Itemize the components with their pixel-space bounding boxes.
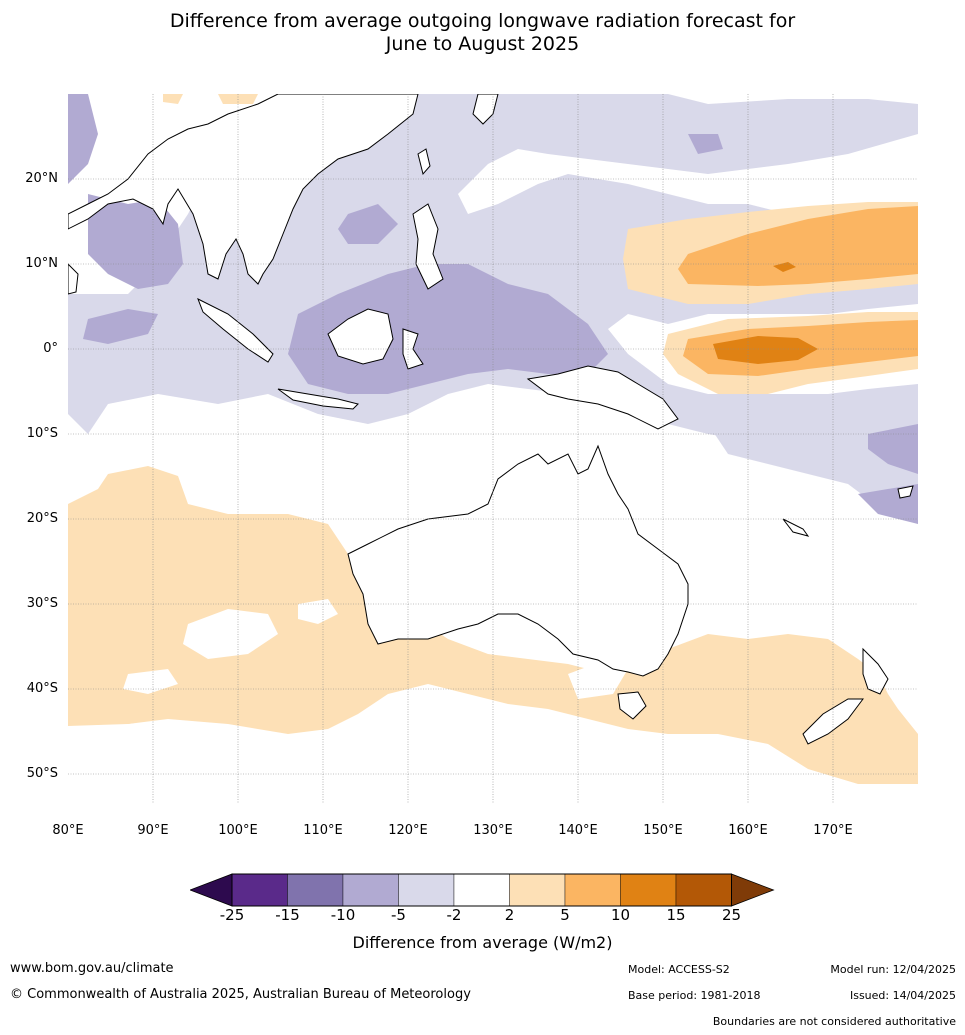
- footer-url: www.bom.gov.au/climate: [10, 961, 174, 976]
- land-borneo: [327, 308, 394, 365]
- colorbar-segment: [620, 873, 677, 907]
- lon-label-90e: 90°E: [137, 823, 169, 838]
- region-neutral-hole-1: [183, 609, 278, 659]
- region-medium-purple-east-1: [868, 424, 918, 474]
- land-fiji: [897, 485, 914, 499]
- region-light-orange-north-small: [163, 94, 183, 104]
- map-title: Difference from average outgoing longwav…: [0, 10, 965, 56]
- footer-model-run: Model run: 12/04/2025: [830, 963, 956, 976]
- lon-label-170e: 170°E: [813, 823, 853, 838]
- footer-base-period: Base period: 1981-2018: [628, 989, 761, 1002]
- region-light-orange-southern-ocean: [68, 466, 918, 784]
- footer-issued: Issued: 14/04/2025: [849, 989, 956, 1002]
- colorbar-tick-label: 15: [666, 906, 686, 924]
- colorbar-segment: [398, 873, 455, 907]
- colorbar-outline: [231, 873, 732, 907]
- colorbar-tick-label: 5: [560, 906, 570, 924]
- colorbar-segment: [231, 873, 288, 907]
- lat-label-10s: 10°S: [26, 426, 58, 441]
- colorbar-label: Difference from average (W/m2): [352, 933, 613, 952]
- region-medium-purple-scs: [338, 204, 398, 244]
- lon-label-110e: 110°E: [303, 823, 343, 838]
- lon-label-80e: 80°E: [52, 823, 84, 838]
- region-orange-north-pacific: [678, 206, 918, 286]
- region-medium-purple-west: [68, 94, 98, 184]
- colorbar-extend-high: [731, 873, 775, 907]
- colorbar-segment: [564, 873, 621, 907]
- land-japan: [472, 94, 499, 125]
- colorbar-tick-label: -15: [275, 906, 300, 924]
- footer-copyright: © Commonwealth of Australia 2025, Austra…: [10, 987, 471, 1002]
- land-taiwan: [417, 148, 431, 176]
- colorbar: [190, 873, 775, 907]
- colorbar-extend-low: [190, 873, 233, 907]
- region-dark-orange-north: [773, 262, 796, 272]
- land-sumatra: [197, 297, 274, 363]
- region-light-orange-sw-strip: [68, 694, 158, 726]
- colorbar-segment: [453, 873, 510, 907]
- colorbar-segment: [675, 873, 732, 907]
- region-light-purple-north: [428, 94, 918, 174]
- land-new-caledonia: [782, 518, 810, 537]
- land-philippines: [412, 203, 444, 290]
- graticule: [68, 94, 918, 804]
- colorbar-tick-label: -2: [446, 906, 462, 924]
- lon-label-120e: 120°E: [388, 823, 428, 838]
- lat-label-40s: 40°S: [26, 681, 58, 696]
- lon-label-150e: 150°E: [643, 823, 683, 838]
- title-line-1: Difference from average outgoing longwav…: [169, 10, 796, 32]
- olr-anomaly-map: [68, 94, 918, 804]
- lat-label-0: 0°: [43, 341, 58, 356]
- footer-disclaimer: Boundaries are not considered authoritat…: [712, 1015, 956, 1028]
- colorbar-tick-label: -10: [330, 906, 356, 924]
- region-medium-purple-nw-pacific: [688, 134, 723, 154]
- lat-label-10n: 10°N: [25, 256, 58, 271]
- lon-label-140e: 140°E: [558, 823, 598, 838]
- land-new-guinea: [526, 365, 679, 430]
- lon-label-160e: 160°E: [728, 823, 768, 838]
- lat-label-30s: 30°S: [26, 596, 58, 611]
- colorbar-segment: [509, 873, 566, 907]
- land-tasmania: [617, 691, 647, 720]
- region-neutral-hole-3: [123, 669, 178, 694]
- colorbar-tick-label: 25: [721, 906, 742, 924]
- lat-label-50s: 50°S: [26, 766, 58, 781]
- land-java: [277, 388, 359, 410]
- region-light-purple-east: [708, 394, 918, 524]
- title-line-2: June to August 2025: [385, 33, 580, 55]
- lon-label-100e: 100°E: [218, 823, 258, 838]
- region-dark-orange-equatorial: [713, 336, 818, 364]
- footer-model: Model: ACCESS-S2: [628, 963, 730, 976]
- colorbar-tick-label: -25: [219, 906, 245, 924]
- colorbar-tick-label: -5: [391, 906, 406, 924]
- region-neutral-hole-2: [298, 599, 338, 624]
- lon-label-130e: 130°E: [473, 823, 513, 838]
- colorbar-segment: [342, 873, 399, 907]
- land-india-sri-lanka: [68, 263, 79, 295]
- colorbar-tick-label: 10: [610, 906, 631, 924]
- colorbar-segment: [287, 873, 344, 907]
- lat-label-20s: 20°S: [26, 511, 58, 526]
- land-asia-mainland: [68, 94, 419, 285]
- land-new-zealand-north: [862, 647, 889, 695]
- region-medium-purple-sw: [83, 309, 158, 344]
- colorbar-tick-label: 2: [504, 906, 515, 924]
- lat-label-20n: 20°N: [25, 171, 58, 186]
